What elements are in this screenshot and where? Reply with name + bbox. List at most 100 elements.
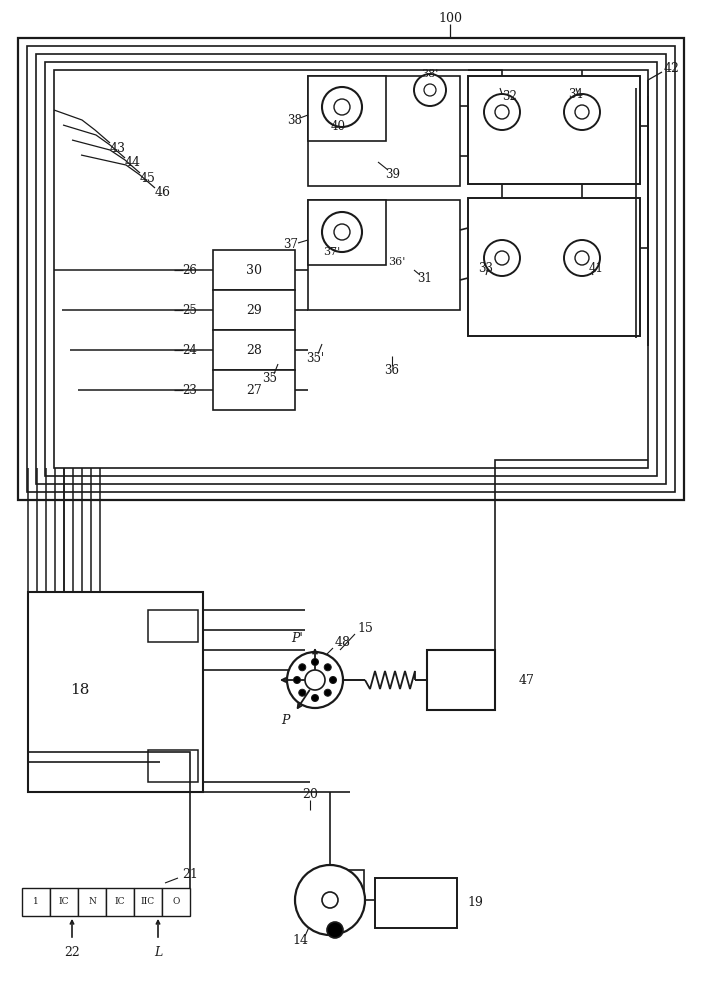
Text: IIC: IIC bbox=[141, 898, 155, 906]
Bar bbox=[36, 54, 666, 484]
Bar bbox=[18, 38, 684, 500]
Circle shape bbox=[484, 240, 520, 276]
Bar bbox=[308, 200, 460, 310]
Text: 36: 36 bbox=[385, 363, 399, 376]
Bar bbox=[308, 76, 460, 186]
Text: 35': 35' bbox=[306, 352, 324, 364]
Text: L: L bbox=[154, 946, 162, 958]
Bar bbox=[308, 200, 386, 265]
Circle shape bbox=[293, 676, 300, 684]
Circle shape bbox=[299, 689, 306, 696]
Bar bbox=[27, 46, 675, 492]
Text: 33: 33 bbox=[479, 261, 494, 274]
Bar bbox=[78, 888, 106, 916]
Bar bbox=[148, 750, 198, 782]
Circle shape bbox=[334, 99, 350, 115]
Circle shape bbox=[312, 658, 319, 666]
Circle shape bbox=[575, 251, 589, 265]
Bar bbox=[308, 76, 386, 141]
Circle shape bbox=[414, 74, 446, 106]
Text: 14: 14 bbox=[292, 934, 308, 946]
Circle shape bbox=[322, 212, 362, 252]
Text: 15: 15 bbox=[357, 621, 373, 635]
Bar bbox=[50, 888, 78, 916]
Circle shape bbox=[329, 676, 336, 684]
Circle shape bbox=[495, 251, 509, 265]
Text: 42: 42 bbox=[664, 62, 680, 75]
Text: 21: 21 bbox=[182, 868, 198, 882]
Circle shape bbox=[334, 224, 350, 240]
Text: 24: 24 bbox=[183, 344, 197, 357]
Bar bbox=[213, 330, 295, 370]
Text: 46: 46 bbox=[155, 186, 171, 200]
Bar bbox=[54, 70, 648, 468]
Text: 100: 100 bbox=[438, 11, 462, 24]
Text: 36': 36' bbox=[388, 257, 406, 267]
Text: 19: 19 bbox=[467, 896, 483, 910]
Text: N: N bbox=[88, 898, 96, 906]
Circle shape bbox=[322, 892, 338, 908]
Text: 22: 22 bbox=[64, 946, 80, 958]
Text: IC: IC bbox=[114, 898, 125, 906]
Text: 48: 48 bbox=[335, 636, 351, 648]
Circle shape bbox=[564, 240, 600, 276]
Text: 28: 28 bbox=[246, 344, 262, 357]
Bar bbox=[22, 888, 50, 916]
Bar bbox=[213, 290, 295, 330]
Bar bbox=[28, 592, 203, 792]
Circle shape bbox=[575, 105, 589, 119]
Bar bbox=[375, 878, 457, 928]
Bar bbox=[213, 370, 295, 410]
Text: 32: 32 bbox=[503, 90, 517, 103]
Text: 20: 20 bbox=[302, 788, 318, 802]
Text: 39: 39 bbox=[385, 168, 401, 182]
Text: 41: 41 bbox=[588, 261, 604, 274]
Text: P': P' bbox=[291, 632, 303, 645]
Circle shape bbox=[295, 865, 365, 935]
Text: 35: 35 bbox=[263, 371, 277, 384]
Circle shape bbox=[299, 664, 306, 671]
Text: 45: 45 bbox=[140, 172, 156, 184]
Bar bbox=[213, 250, 295, 290]
Circle shape bbox=[287, 652, 343, 708]
Text: 47: 47 bbox=[519, 674, 535, 686]
Circle shape bbox=[322, 87, 362, 127]
Circle shape bbox=[564, 94, 600, 130]
Text: 43: 43 bbox=[110, 141, 126, 154]
Circle shape bbox=[324, 689, 331, 696]
Circle shape bbox=[495, 105, 509, 119]
Text: 25: 25 bbox=[183, 304, 197, 316]
Text: P: P bbox=[281, 714, 289, 726]
Text: 18: 18 bbox=[70, 683, 90, 697]
Circle shape bbox=[305, 670, 325, 690]
Text: 31: 31 bbox=[418, 271, 432, 284]
Text: 34: 34 bbox=[569, 88, 583, 101]
Text: 38': 38' bbox=[421, 69, 439, 79]
Circle shape bbox=[312, 694, 319, 702]
Text: 1: 1 bbox=[33, 898, 39, 906]
Circle shape bbox=[484, 94, 520, 130]
Text: IC: IC bbox=[59, 898, 69, 906]
Text: 37': 37' bbox=[324, 247, 340, 257]
Bar bbox=[148, 610, 198, 642]
Text: 40: 40 bbox=[331, 119, 345, 132]
Circle shape bbox=[324, 664, 331, 671]
Text: 27: 27 bbox=[246, 383, 262, 396]
Text: 30: 30 bbox=[246, 263, 262, 276]
Bar bbox=[427, 650, 495, 710]
Text: O: O bbox=[172, 898, 180, 906]
Bar bbox=[162, 888, 190, 916]
Text: 37: 37 bbox=[284, 238, 298, 251]
Text: 23: 23 bbox=[183, 383, 197, 396]
Bar bbox=[468, 198, 640, 336]
Circle shape bbox=[327, 922, 343, 938]
Circle shape bbox=[424, 84, 436, 96]
Text: 38: 38 bbox=[288, 113, 303, 126]
Bar bbox=[468, 76, 640, 184]
Bar bbox=[45, 62, 657, 476]
Text: 26: 26 bbox=[183, 263, 197, 276]
Text: 29: 29 bbox=[246, 304, 262, 316]
Text: 44: 44 bbox=[125, 156, 141, 169]
Bar bbox=[106, 888, 134, 916]
Bar bbox=[134, 888, 162, 916]
